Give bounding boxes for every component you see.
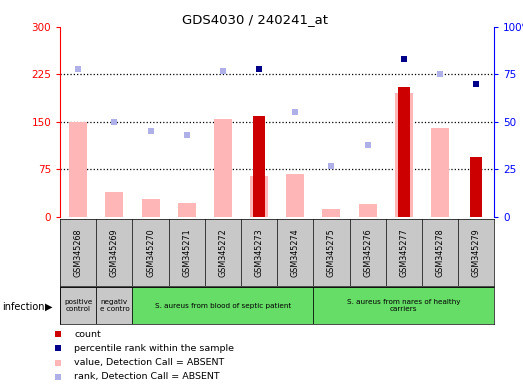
Bar — [398, 87, 410, 217]
Bar — [132, 287, 313, 324]
Text: GSM345275: GSM345275 — [327, 228, 336, 277]
Bar — [214, 119, 232, 217]
Bar — [105, 192, 123, 217]
Bar — [250, 176, 268, 217]
Text: value, Detection Call = ABSENT: value, Detection Call = ABSENT — [74, 358, 224, 367]
Text: count: count — [74, 330, 101, 339]
Bar — [69, 122, 87, 217]
Bar — [395, 93, 413, 217]
Bar — [286, 174, 304, 217]
Text: GSM345269: GSM345269 — [110, 228, 119, 277]
Bar — [359, 204, 377, 217]
Text: GSM345276: GSM345276 — [363, 228, 372, 277]
Text: GSM345270: GSM345270 — [146, 228, 155, 277]
Title: GDS4030 / 240241_at: GDS4030 / 240241_at — [183, 13, 328, 26]
Text: ▶: ▶ — [45, 302, 52, 312]
Text: GSM345274: GSM345274 — [291, 228, 300, 277]
Text: rank, Detection Call = ABSENT: rank, Detection Call = ABSENT — [74, 372, 220, 381]
Text: GSM345271: GSM345271 — [182, 228, 191, 277]
Text: infection: infection — [3, 302, 45, 312]
Bar — [322, 209, 340, 217]
Bar — [431, 128, 449, 217]
Bar — [178, 203, 196, 217]
Bar — [96, 287, 132, 324]
Text: positive
control: positive control — [64, 299, 93, 312]
Bar — [142, 199, 160, 217]
Bar — [60, 287, 96, 324]
Text: S. aureus from blood of septic patient: S. aureus from blood of septic patient — [155, 303, 291, 309]
Text: negativ
e contro: negativ e contro — [99, 299, 129, 312]
Text: S. aureus from nares of healthy
carriers: S. aureus from nares of healthy carriers — [347, 299, 461, 312]
Text: GSM345277: GSM345277 — [399, 228, 408, 277]
Text: GSM345272: GSM345272 — [219, 228, 228, 277]
Text: GSM345273: GSM345273 — [255, 228, 264, 277]
Bar — [470, 157, 482, 217]
Text: percentile rank within the sample: percentile rank within the sample — [74, 344, 234, 353]
Bar — [253, 116, 265, 217]
Text: GSM345278: GSM345278 — [436, 228, 445, 277]
Text: GSM345268: GSM345268 — [74, 228, 83, 277]
Text: GSM345279: GSM345279 — [472, 228, 481, 277]
Bar — [313, 287, 494, 324]
